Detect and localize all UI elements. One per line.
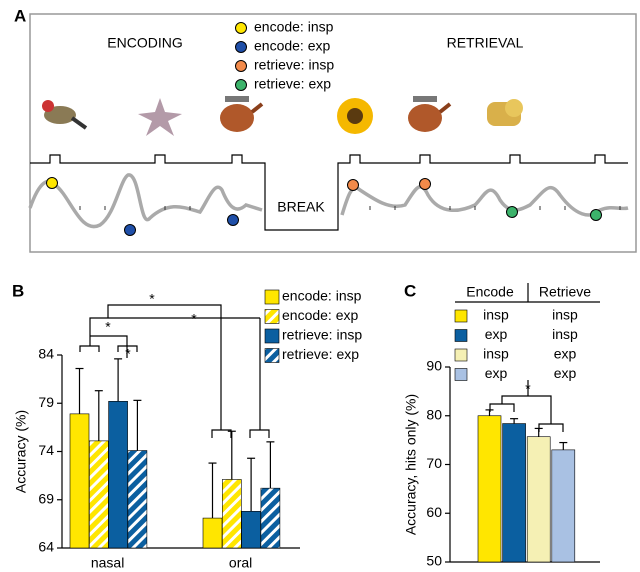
break-label: BREAK	[277, 199, 325, 215]
legend-label: encode: exp	[282, 307, 358, 323]
y-tick-label: 60	[426, 504, 442, 520]
panel-label: A	[14, 6, 26, 25]
event-dot	[506, 206, 518, 218]
legend-label: retrieve: exp	[254, 76, 331, 92]
y-tick-label: 69	[38, 490, 54, 506]
bar	[526, 436, 551, 563]
legend-label: retrieve: exp	[282, 346, 359, 362]
row-swatch	[454, 368, 468, 381]
table-cell: insp	[483, 307, 509, 323]
significance-star: *	[149, 291, 155, 307]
significance-star: *	[105, 319, 111, 335]
bar	[89, 440, 109, 549]
bar	[222, 479, 242, 549]
legend-swatch	[235, 41, 247, 53]
phase-label: ENCODING	[107, 35, 182, 51]
event-dot	[124, 224, 136, 236]
signal-trace	[28, 173, 629, 229]
stimulus-icons	[42, 96, 523, 136]
table-cell: exp	[485, 326, 508, 342]
event-dot	[227, 214, 239, 226]
significance-star: *	[191, 311, 197, 327]
significance-brackets	[489, 380, 564, 432]
phase-label: RETRIEVAL	[447, 35, 524, 51]
legend-swatch	[235, 22, 247, 34]
legend-label: retrieve: insp	[254, 57, 334, 73]
x-tick-label: oral	[229, 555, 252, 571]
bar	[127, 450, 148, 549]
event-dot	[419, 178, 431, 190]
table-cell: exp	[485, 365, 508, 381]
table-header: Encode	[466, 284, 514, 300]
panel-label: B	[12, 281, 24, 300]
y-tick-label: 50	[426, 553, 442, 569]
y-tick-label: 64	[38, 539, 54, 555]
bar	[502, 423, 526, 563]
significance-star: *	[125, 346, 131, 362]
table-cell: exp	[554, 346, 577, 362]
table-cell: exp	[554, 365, 577, 381]
event-dot	[347, 179, 359, 191]
timing-line	[30, 154, 628, 231]
legend-swatch	[264, 309, 280, 324]
legend-label: retrieve: insp	[282, 327, 362, 343]
table-cell: insp	[483, 346, 509, 362]
legend-label: encode: insp	[254, 19, 334, 35]
row-swatch	[454, 309, 468, 323]
bar	[108, 401, 128, 549]
y-tick-label: 80	[426, 406, 442, 422]
bar	[202, 517, 223, 549]
y-tick-label: 79	[38, 394, 54, 410]
bar	[241, 511, 261, 549]
legend-swatch	[264, 328, 280, 344]
y-axis-label: Accuracy, hits only (%)	[403, 394, 419, 535]
x-tick-label: nasal	[91, 555, 124, 571]
significance-star: *	[525, 381, 531, 397]
row-swatch	[454, 348, 468, 362]
y-tick-label: 74	[38, 442, 54, 458]
row-swatch	[454, 329, 468, 342]
bar	[477, 415, 502, 563]
table-cell: insp	[552, 326, 578, 342]
bar	[69, 413, 90, 549]
event-dot	[590, 209, 602, 221]
bar	[260, 487, 281, 549]
trace-ticks	[79, 206, 621, 210]
significance-brackets	[79, 304, 270, 438]
y-tick-label: 70	[426, 455, 442, 471]
legend-swatch	[264, 289, 280, 305]
legend-swatch	[235, 79, 247, 91]
panel-label: C	[404, 281, 416, 300]
y-tick-label: 90	[426, 358, 442, 374]
legend-swatch	[264, 348, 280, 363]
bar	[551, 449, 576, 563]
event-dots	[46, 177, 602, 236]
legend-label: encode: exp	[254, 38, 330, 54]
event-dot	[46, 177, 58, 189]
table-header: Retrieve	[539, 284, 591, 300]
table-cell: insp	[552, 307, 578, 323]
legend-label: encode: insp	[282, 288, 362, 304]
y-axis-label: Accuracy (%)	[13, 410, 29, 493]
y-tick-label: 84	[38, 346, 54, 362]
legend-swatch	[235, 60, 247, 72]
panel-a-frame	[29, 13, 637, 253]
